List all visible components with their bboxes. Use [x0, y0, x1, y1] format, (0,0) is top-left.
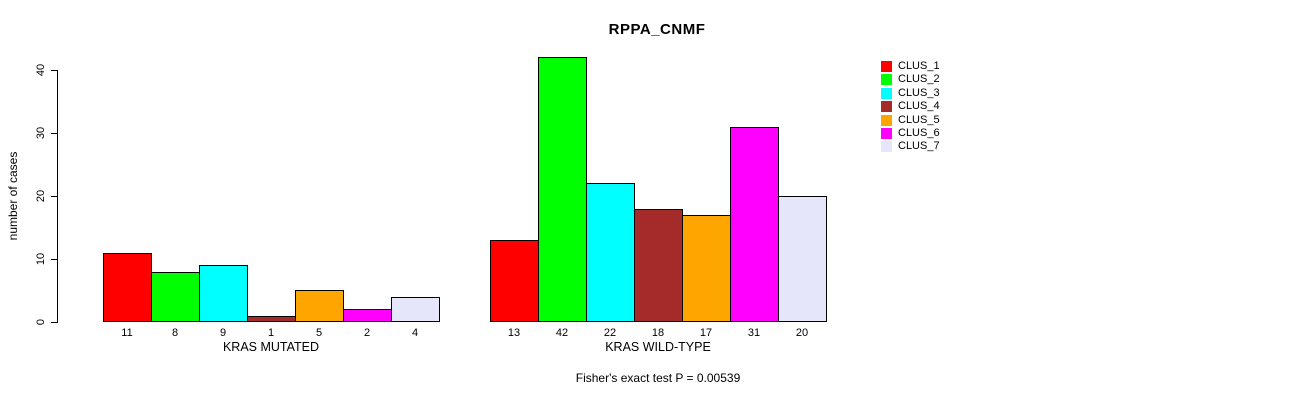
y-axis-tick [51, 322, 58, 323]
legend-swatch-clus_7 [881, 141, 892, 153]
bar-clus_5 [682, 215, 731, 322]
legend-label-clus_6: CLUS_6 [898, 127, 940, 139]
y-axis-tick-label: 0 [35, 318, 47, 326]
bar-value-label: 4 [411, 327, 419, 339]
bar-clus_1 [490, 240, 539, 322]
bar-clus_1 [103, 253, 152, 322]
bar-value-label: 9 [219, 327, 227, 339]
bar-value-label: 22 [603, 327, 617, 339]
bar-value-label: 13 [507, 327, 521, 339]
bar-value-label: 5 [315, 327, 323, 339]
legend-swatch-clus_5 [881, 114, 892, 126]
legend-label-clus_5: CLUS_5 [898, 113, 940, 126]
chart-title: RPPA_CNMF [608, 21, 706, 38]
bar-value-label: 2 [363, 327, 371, 339]
bar-clus_6 [730, 127, 779, 322]
x-group-label: KRAS MUTATED [222, 340, 320, 354]
bar-clus_7 [778, 196, 827, 322]
y-axis-tick [51, 196, 58, 197]
bar-clus_5 [295, 290, 344, 322]
bar-value-label: 1 [267, 327, 275, 339]
legend-label-clus_7: CLUS_7 [898, 140, 940, 153]
bar-value-label: 31 [747, 327, 761, 339]
legend-label-clus_2: CLUS_2 [898, 73, 940, 86]
bar-clus_2 [151, 272, 200, 322]
bar-clus_4 [634, 209, 683, 322]
legend-swatch-clus_2 [881, 74, 892, 86]
bar-value-label: 18 [651, 327, 665, 339]
bar-clus_7 [391, 297, 440, 322]
legend-label-clus_3: CLUS_3 [898, 86, 940, 99]
bar-clus_4 [247, 316, 296, 322]
bar-value-label: 20 [795, 327, 809, 339]
bar-value-label: 42 [555, 327, 569, 339]
y-axis-tick-label: 10 [35, 252, 47, 266]
bar-clus_3 [199, 265, 248, 322]
bar-clus_3 [586, 183, 635, 322]
y-axis-tick-label: 30 [35, 126, 47, 140]
y-axis-title: number of cases [6, 151, 20, 241]
x-group-label: KRAS WILD-TYPE [605, 340, 711, 354]
fisher-test-note: Fisher's exact test P = 0.00539 [575, 371, 741, 385]
legend-swatch-clus_1 [881, 61, 892, 72]
y-axis-tick [51, 259, 58, 260]
legend-label-clus_4: CLUS_4 [898, 100, 940, 113]
bar-clus_2 [538, 57, 587, 322]
bar-value-label: 8 [171, 327, 179, 339]
legend-label-clus_1: CLUS_1 [898, 60, 940, 72]
legend-swatch-clus_4 [881, 101, 892, 113]
bar-value-label: 11 [121, 327, 133, 339]
legend-swatch-clus_3 [881, 87, 892, 99]
bar-clus_6 [343, 309, 392, 322]
legend-swatch-clus_6 [881, 128, 892, 139]
y-axis-tick-label: 20 [35, 189, 47, 203]
y-axis-tick-label: 40 [35, 63, 47, 77]
y-axis-tick [51, 133, 58, 134]
y-axis-tick [51, 70, 58, 71]
bar-value-label: 17 [699, 327, 713, 339]
